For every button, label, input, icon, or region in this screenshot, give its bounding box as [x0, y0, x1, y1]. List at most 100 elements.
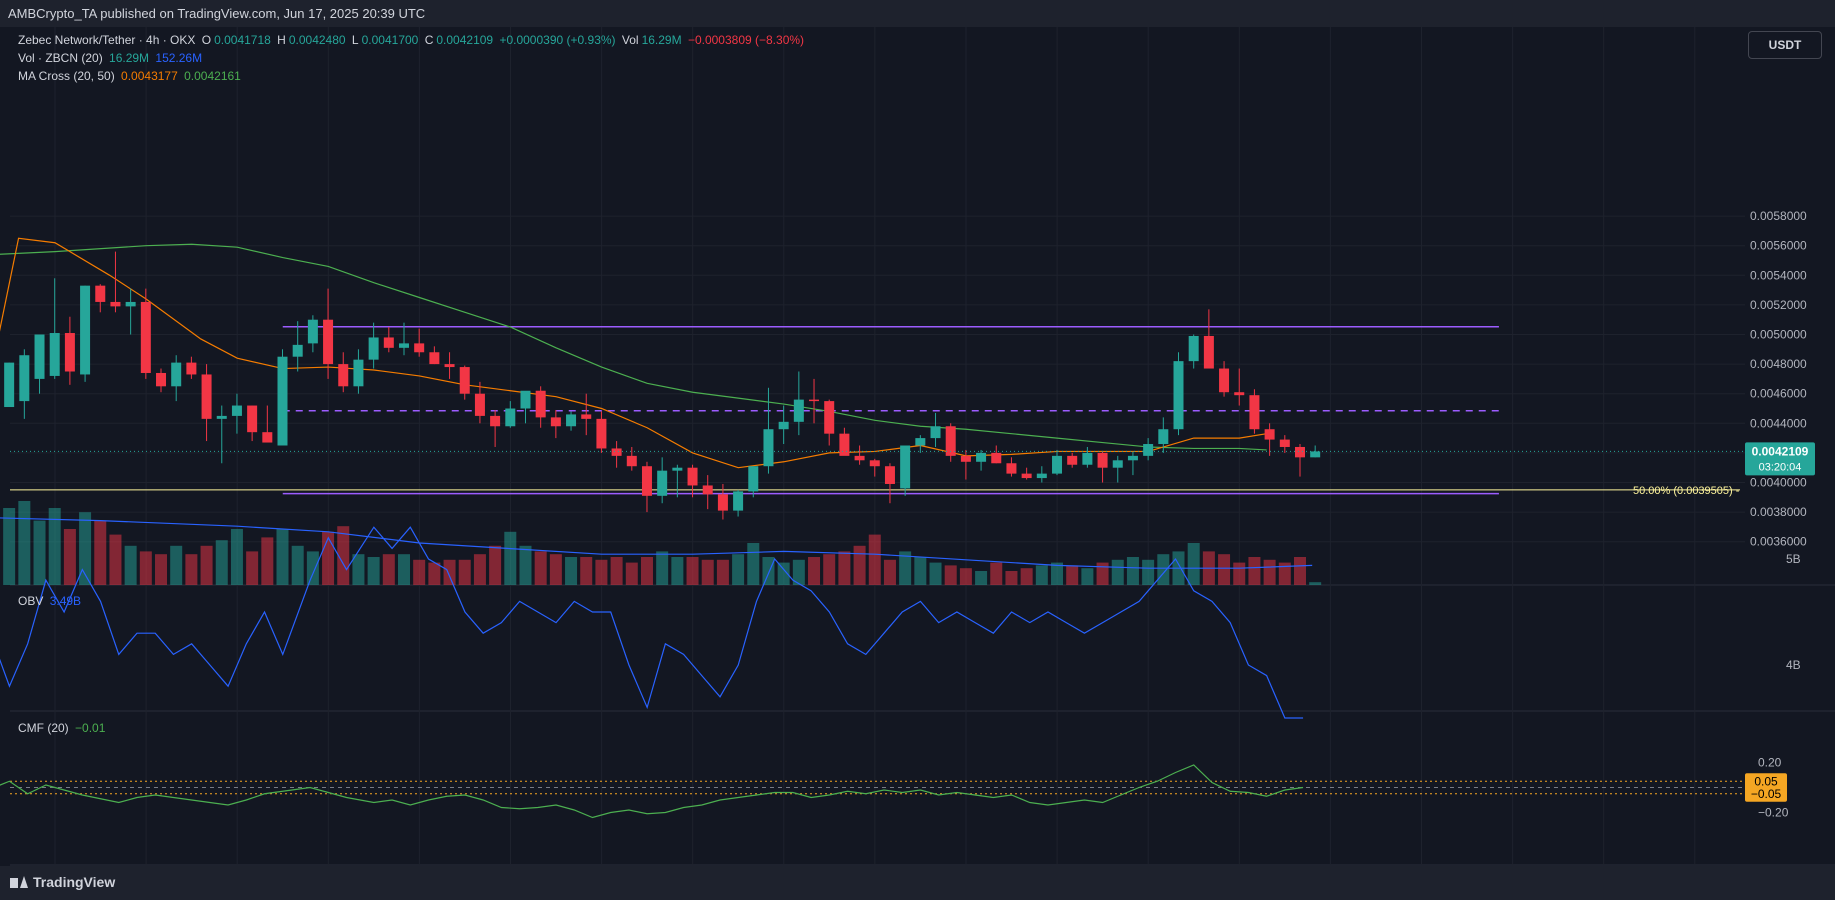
- candle-body: [1219, 368, 1230, 393]
- candle: [1052, 449, 1063, 476]
- cmf-value: −0.01: [75, 721, 106, 735]
- tradingview-logo[interactable]: TradingView: [10, 874, 115, 890]
- volume-bar: [959, 568, 972, 585]
- candle-body: [1021, 473, 1032, 479]
- candle: [49, 278, 60, 379]
- footer-bar: [0, 866, 1835, 900]
- volume-bar: [18, 501, 31, 585]
- candle-body: [1188, 335, 1199, 362]
- candle-body: [1158, 429, 1169, 445]
- candle-body: [49, 333, 60, 376]
- price-tick-label: 0.0052000: [1750, 298, 1807, 312]
- candle: [398, 322, 409, 356]
- candle-body: [672, 467, 683, 471]
- candle: [474, 381, 485, 424]
- volume-bar: [291, 545, 304, 585]
- volume-bar: [109, 534, 122, 585]
- price-tick-label: 0.0056000: [1750, 239, 1807, 253]
- candle-body: [854, 455, 865, 461]
- candle: [596, 411, 607, 453]
- candle: [110, 251, 121, 313]
- cmf-line: [0, 764, 1304, 819]
- candle: [1067, 452, 1078, 468]
- candle: [1294, 444, 1305, 477]
- volume-bar: [701, 559, 714, 585]
- candle-body: [550, 417, 561, 427]
- candle: [930, 412, 941, 447]
- open-value: 0.0041718: [214, 33, 271, 47]
- volume-bar: [1081, 568, 1094, 585]
- cmf-level-badge: [1745, 773, 1787, 790]
- candle: [657, 457, 668, 504]
- volume-bar: [519, 545, 532, 585]
- volume-bar: [367, 557, 380, 585]
- ma20-line: [0, 237, 1267, 469]
- candle-body: [763, 429, 774, 467]
- candle: [626, 446, 637, 471]
- candle-body: [611, 448, 622, 456]
- candle: [1173, 352, 1184, 436]
- volume-bar: [1309, 582, 1322, 585]
- candle-body: [581, 414, 592, 419]
- candle: [854, 445, 865, 465]
- candle: [550, 409, 561, 439]
- candle-body: [657, 470, 668, 496]
- candle-body: [1264, 429, 1275, 440]
- volume-bar: [534, 551, 547, 585]
- volume-bar: [929, 562, 942, 585]
- price-tick-label: 0.0050000: [1750, 328, 1807, 342]
- volume-bar: [428, 562, 441, 585]
- candle: [80, 285, 91, 382]
- candle: [34, 334, 45, 394]
- candle: [1143, 438, 1154, 461]
- candle: [95, 284, 106, 313]
- volume-bar: [671, 557, 684, 585]
- volume-bar: [1293, 557, 1306, 585]
- candle: [368, 322, 379, 369]
- ma50-line: [0, 243, 1267, 451]
- volume-bar: [48, 508, 61, 585]
- volume-bar: [732, 554, 745, 585]
- volume-bar: [215, 540, 228, 585]
- candle-body: [1279, 439, 1290, 447]
- volume-bar: [443, 559, 456, 585]
- obv-line: [0, 526, 1304, 719]
- volume-bar: [792, 559, 805, 585]
- candle: [490, 409, 501, 447]
- candle: [839, 427, 850, 456]
- candle-body: [1082, 452, 1093, 465]
- candle: [216, 405, 227, 464]
- candle-body: [80, 285, 91, 375]
- candle: [687, 464, 698, 498]
- volume-bar: [1263, 559, 1276, 585]
- candle: [535, 386, 546, 428]
- volume-bar: [1233, 562, 1246, 585]
- vol-change-value: −0.0003809 (−8.30%): [687, 33, 805, 47]
- candle: [1203, 309, 1214, 369]
- price-tick-label: 0.0046000: [1750, 387, 1807, 401]
- volume-bar: [1096, 562, 1109, 585]
- candle: [976, 449, 987, 471]
- candle: [960, 449, 971, 480]
- candle-body: [110, 301, 121, 307]
- candle: [4, 362, 15, 408]
- currency-button[interactable]: USDT: [1748, 31, 1822, 59]
- volume-bar: [640, 557, 653, 585]
- candle: [323, 288, 334, 379]
- trading-chart[interactable]: 50.00% (0.0039505) - 0.0036000 0.0038000 0.…: [0, 27, 1835, 866]
- candle: [429, 346, 440, 365]
- candle-body: [1097, 452, 1108, 468]
- candle: [444, 352, 455, 379]
- cmf-level-badge: [1745, 785, 1787, 802]
- volume-bar: [1020, 568, 1033, 585]
- low-value: 0.0041700: [361, 33, 419, 47]
- cmf-level-label: 0.05: [1754, 774, 1778, 788]
- candle-body: [156, 372, 167, 387]
- volume-bar: [1218, 554, 1231, 585]
- candle-body: [262, 432, 273, 443]
- candle-body: [702, 485, 713, 495]
- volume-bar: [1248, 557, 1261, 585]
- candle-body: [915, 438, 926, 446]
- countdown-label: 03:20:04: [1759, 461, 1802, 473]
- volume-bar: [397, 554, 410, 585]
